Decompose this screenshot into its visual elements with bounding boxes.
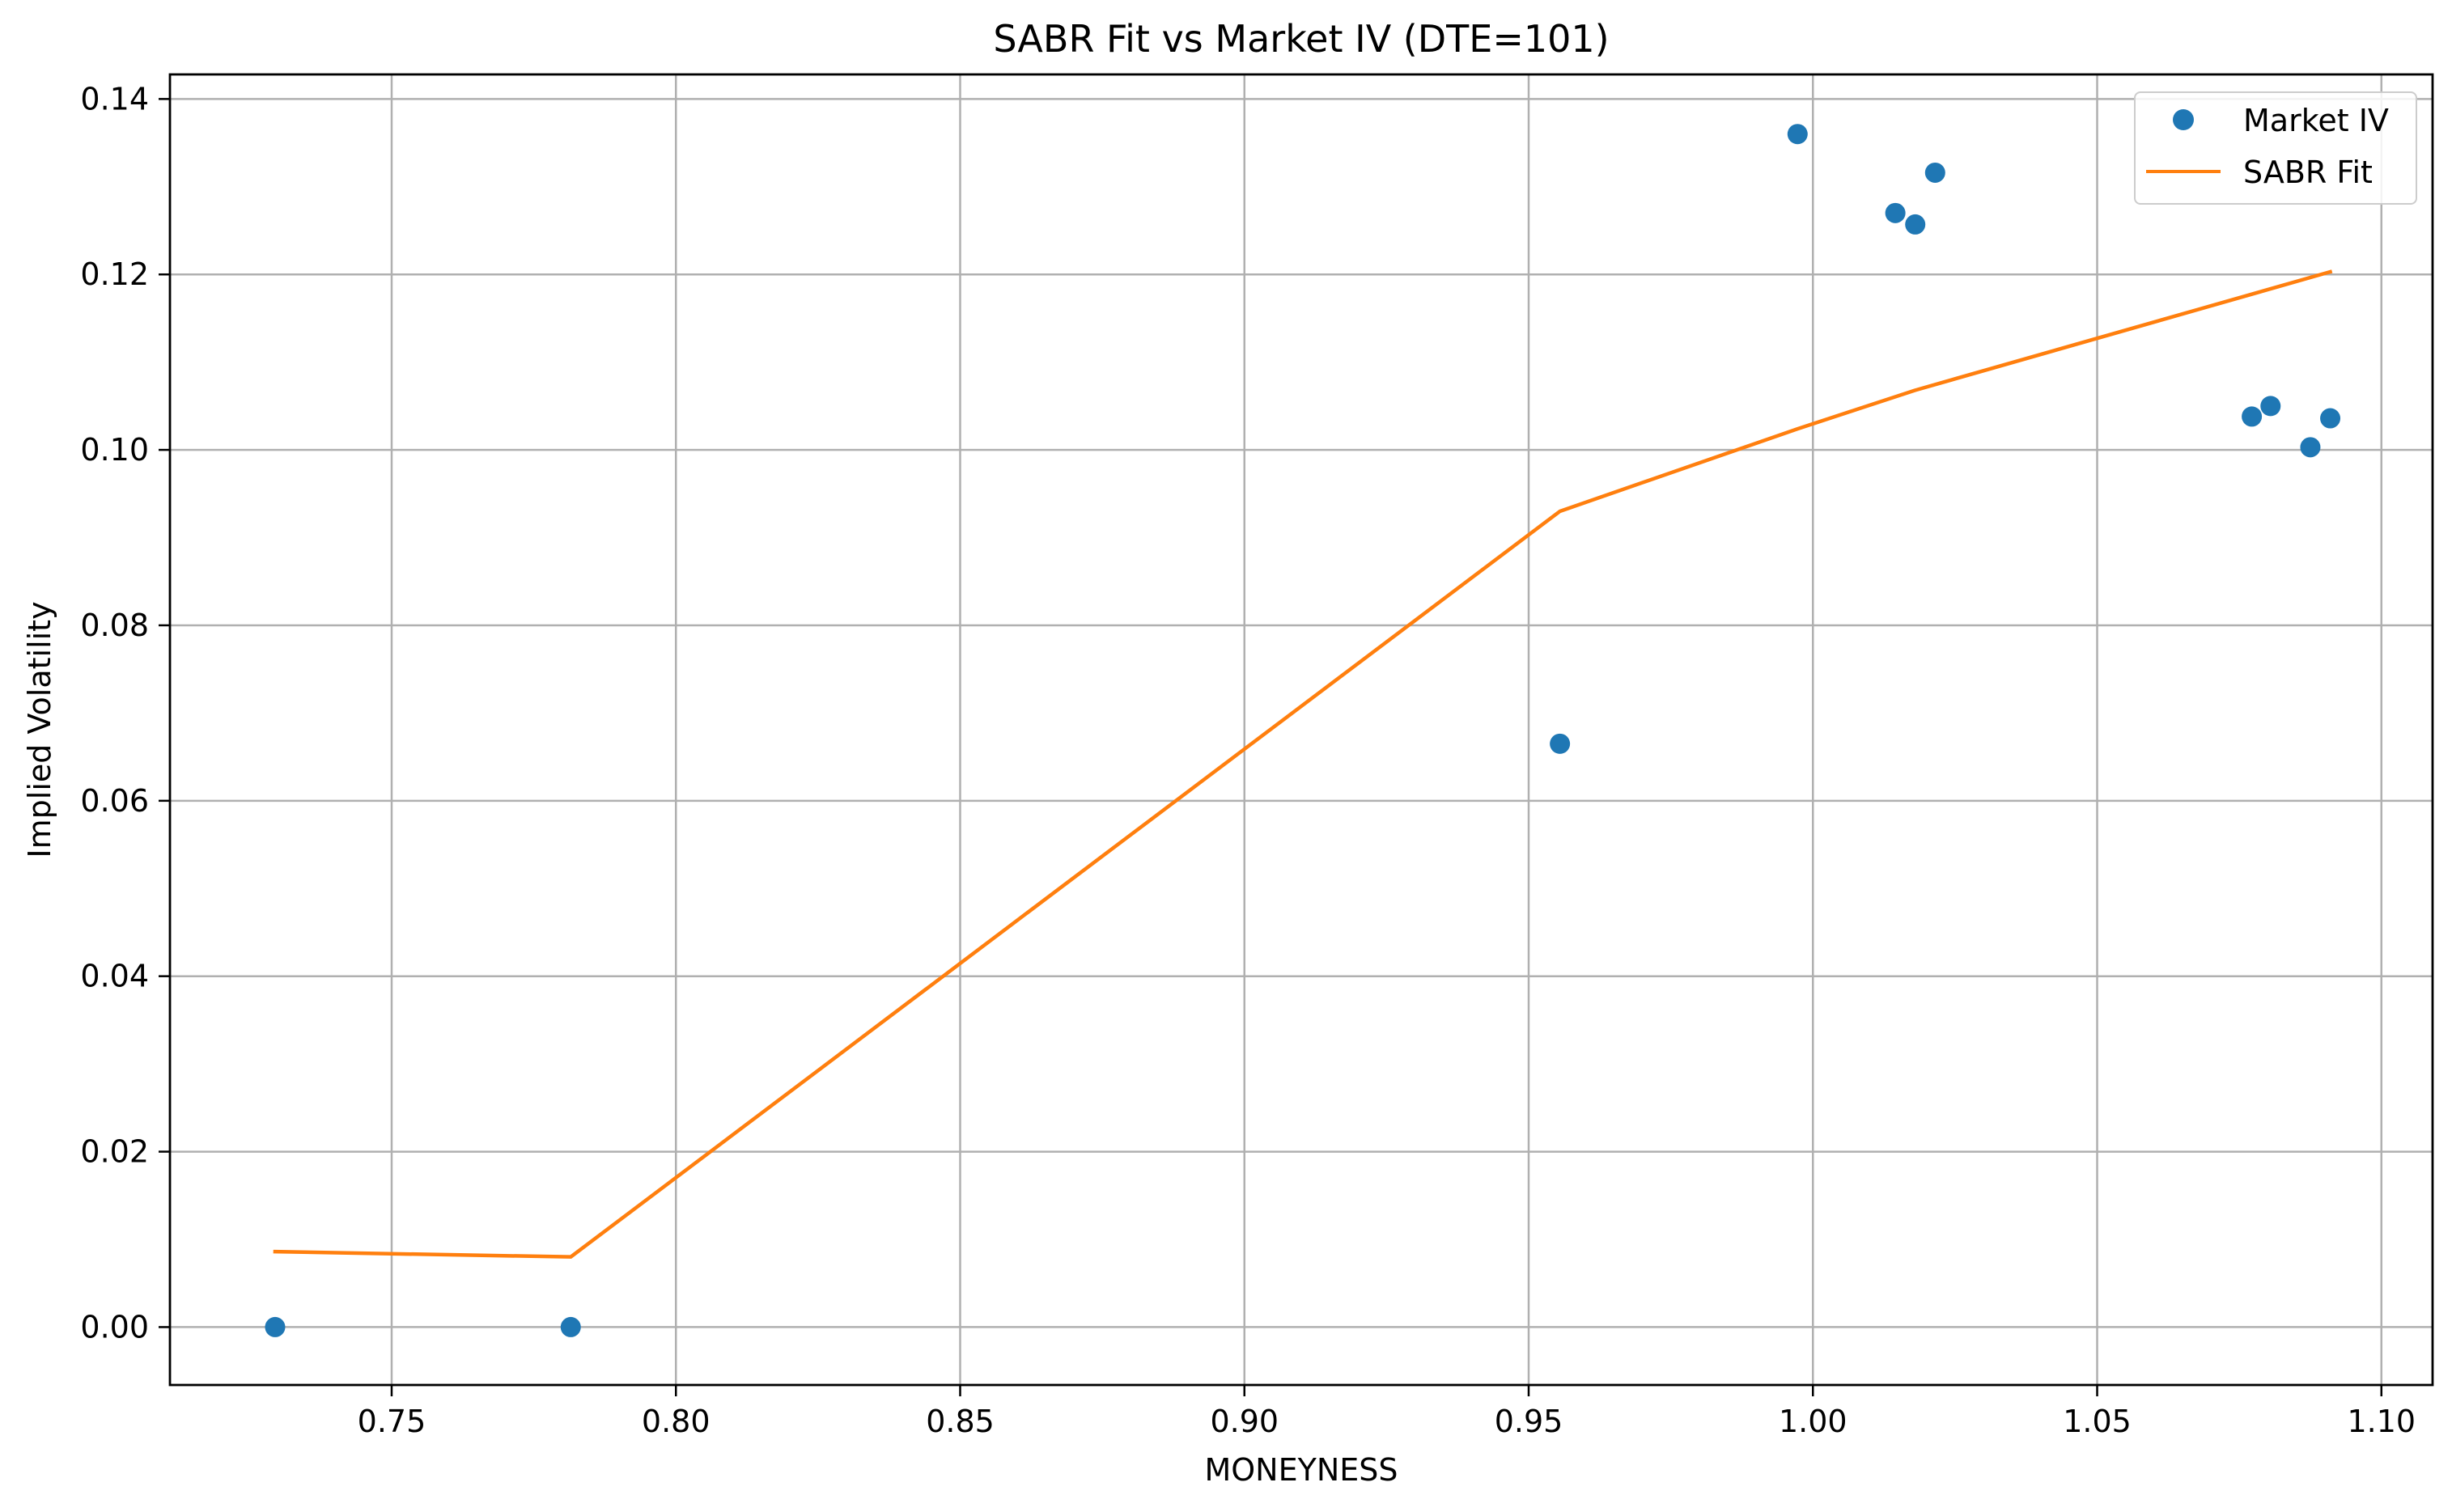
y-axis-label: Implied Volatility [22, 601, 57, 858]
market-iv-point [1885, 202, 1906, 223]
market-iv-point [560, 1316, 581, 1337]
y-tick-label: 0.00 [80, 1309, 149, 1345]
x-tick-label: 0.95 [1495, 1404, 1563, 1439]
tick-layer: 0.75 0.80 0.85 0.90 0.95 1.00 1.05 1.10 0.00 0.02… [80, 81, 2416, 1439]
chart-title: SABR Fit vs Market IV (DTE=101) [993, 17, 1609, 61]
market-iv-point [2320, 408, 2341, 429]
legend: Market IV SABR Fit [2134, 91, 2417, 205]
legend-sabr-fit-label: SABR Fit [2243, 155, 2373, 190]
y-tick-label: 0.02 [80, 1134, 149, 1170]
x-tick-label: 1.05 [2063, 1404, 2132, 1439]
x-tick-label: 0.90 [1210, 1404, 1279, 1439]
market-iv-point [1787, 124, 1808, 145]
y-tick-label: 0.08 [80, 608, 149, 643]
market-iv-point [2300, 437, 2321, 458]
series-layer [265, 124, 2341, 1337]
market-iv-point [265, 1316, 286, 1337]
market-iv-point [2242, 406, 2263, 427]
frame-layer [168, 73, 2434, 1387]
market-iv-point [1550, 733, 1571, 754]
x-tick-label: 0.75 [358, 1404, 426, 1439]
legend-market-iv-marker [2173, 109, 2194, 130]
legend-box [2134, 91, 2417, 205]
y-tick-label: 0.12 [80, 256, 149, 292]
grid-layer [170, 74, 2433, 1385]
sabr-fit-line [273, 269, 2333, 1259]
market-iv-point [1905, 214, 1926, 235]
x-tick-label: 0.85 [926, 1404, 995, 1439]
y-tick-label: 0.04 [80, 959, 149, 994]
x-tick-label: 1.10 [2347, 1404, 2416, 1439]
y-tick-label: 0.14 [80, 81, 149, 116]
plot-frame [168, 73, 2434, 1387]
y-tick-label: 0.10 [80, 432, 149, 468]
x-tick-label: 0.80 [642, 1404, 711, 1439]
legend-market-iv-label: Market IV [2243, 103, 2389, 138]
y-tick-label: 0.06 [80, 783, 149, 819]
x-tick-label: 1.00 [1779, 1404, 1847, 1439]
market-iv-point [2260, 396, 2281, 417]
x-axis-label: MONEYNESS [1204, 1452, 1398, 1488]
market-iv-point [1924, 162, 1945, 183]
